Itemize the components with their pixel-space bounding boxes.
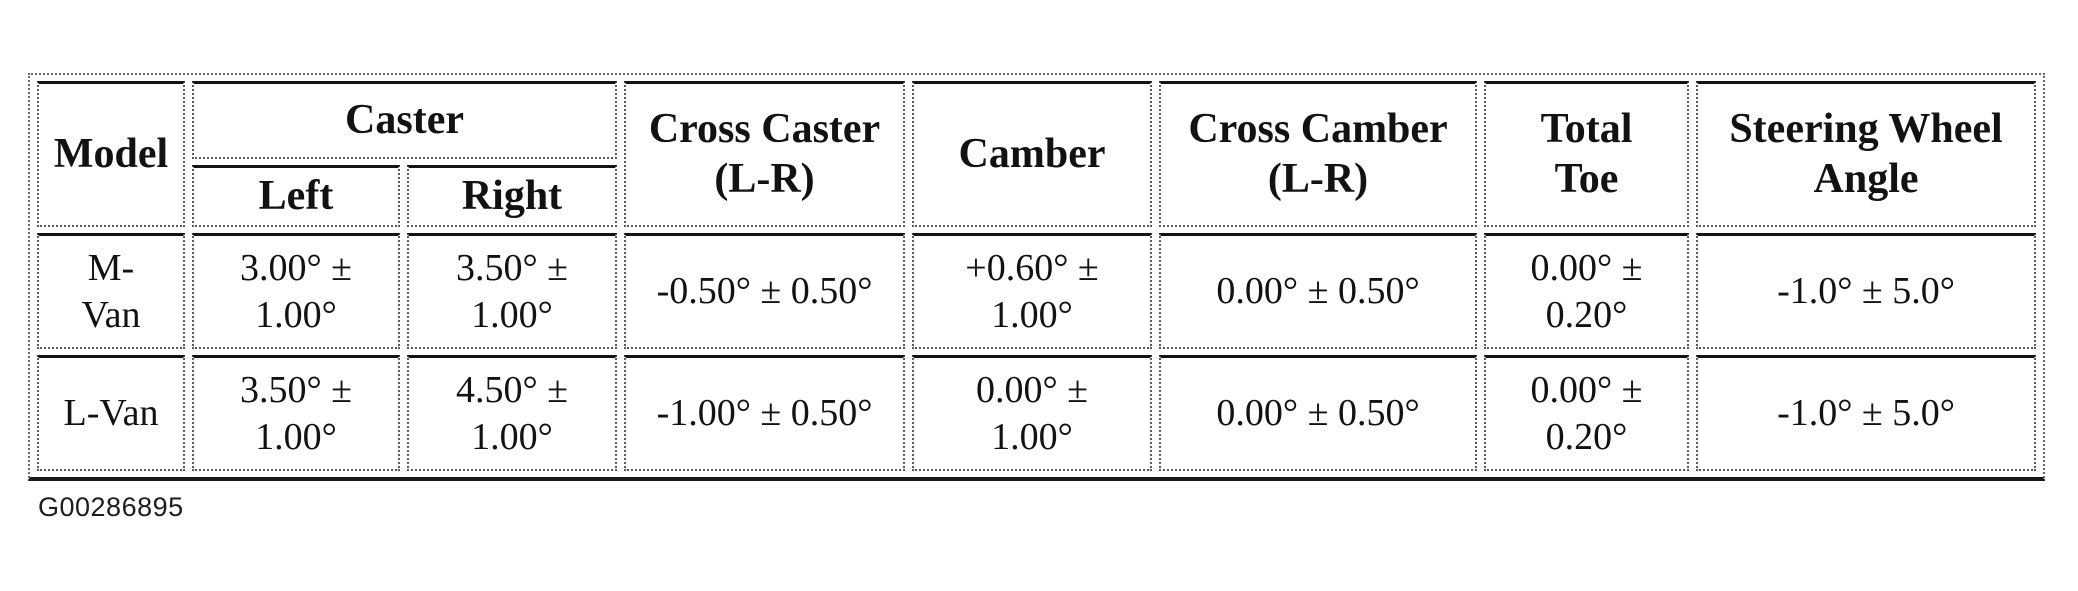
col-header-model: Model	[37, 81, 185, 227]
cell-steering-wheel-angle: -1.0° ± 5.0°	[1696, 233, 2037, 349]
cell-model: L-Van	[37, 355, 185, 471]
col-header-camber: Camber	[912, 81, 1153, 227]
col-header-caster-left: Left	[192, 165, 400, 227]
cell-total-toe: 0.00° ± 0.20°	[1484, 355, 1690, 471]
col-header-caster: Caster	[192, 81, 618, 159]
cell-caster-right: 3.50° ± 1.00°	[407, 233, 618, 349]
col-header-cross-caster: Cross Caster (L-R)	[624, 81, 906, 227]
cell-steering-wheel-angle: -1.0° ± 5.0°	[1696, 355, 2037, 471]
col-header-steering-wheel-angle: Steering Wheel Angle	[1696, 81, 2037, 227]
table-row-m-van: M- Van 3.00° ± 1.00° 3.50° ± 1.00° -0.50…	[37, 233, 2037, 349]
wheel-alignment-spec-table: Model Caster Cross Caster (L-R) Camber C…	[28, 73, 2046, 481]
cell-cross-caster: -0.50° ± 0.50°	[624, 233, 906, 349]
cell-cross-camber: 0.00° ± 0.50°	[1159, 355, 1478, 471]
col-header-total-toe: Total Toe	[1484, 81, 1690, 227]
table-row-l-van: L-Van 3.50° ± 1.00° 4.50° ± 1.00° -1.00°…	[37, 355, 2037, 471]
cell-camber: 0.00° ± 1.00°	[912, 355, 1153, 471]
cell-caster-left: 3.00° ± 1.00°	[192, 233, 400, 349]
cell-caster-right: 4.50° ± 1.00°	[407, 355, 618, 471]
header-row-sub: Left Right	[37, 165, 2036, 227]
figure-id: G00286895	[38, 492, 184, 522]
cell-caster-left: 3.50° ± 1.00°	[192, 355, 400, 471]
header-row-top: Model Caster Cross Caster (L-R) Camber C…	[37, 81, 2037, 227]
col-header-cross-camber: Cross Camber (L-R)	[1159, 81, 1478, 227]
cell-model: M- Van	[37, 233, 185, 349]
cell-camber: +0.60° ± 1.00°	[912, 233, 1153, 349]
col-header-caster-right: Right	[407, 165, 618, 227]
cell-cross-camber: 0.00° ± 0.50°	[1159, 233, 1478, 349]
cell-cross-caster: -1.00° ± 0.50°	[624, 355, 906, 471]
cell-total-toe: 0.00° ± 0.20°	[1484, 233, 1690, 349]
